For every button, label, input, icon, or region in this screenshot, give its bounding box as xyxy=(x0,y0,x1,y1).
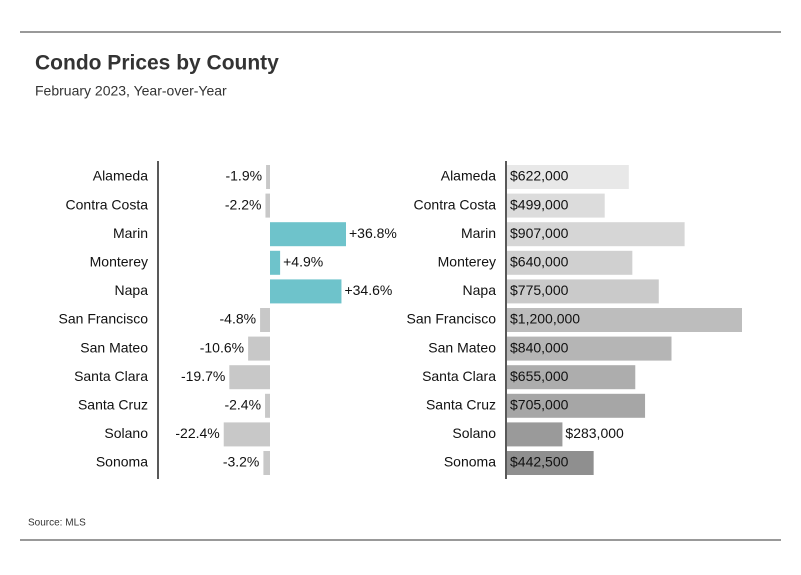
bar xyxy=(270,250,281,275)
category-label: San Francisco xyxy=(407,311,497,327)
category-label: Alameda xyxy=(93,168,148,184)
category-label: Marin xyxy=(461,225,496,241)
bar xyxy=(270,222,346,247)
value-label: $442,500 xyxy=(510,454,569,470)
category-label: San Mateo xyxy=(428,339,496,355)
category-label: Sonoma xyxy=(444,454,496,470)
value-label: $907,000 xyxy=(510,225,569,241)
bar xyxy=(265,193,270,218)
value-label: $1,200,000 xyxy=(510,311,580,327)
category-label: Santa Clara xyxy=(74,368,148,384)
bar xyxy=(263,451,270,475)
source: Source: MLS xyxy=(28,518,86,529)
value-label: -2.4% xyxy=(224,397,261,413)
value-label: -10.6% xyxy=(200,339,244,355)
value-label: $640,000 xyxy=(510,254,569,270)
value-label: $283,000 xyxy=(565,425,624,441)
value-label: $499,000 xyxy=(510,196,569,212)
category-label: Alameda xyxy=(441,168,496,184)
value-label: -4.8% xyxy=(220,311,257,327)
bar xyxy=(507,451,594,475)
bar xyxy=(507,193,605,218)
category-label: Santa Clara xyxy=(422,368,496,384)
bar xyxy=(223,422,270,447)
category-label: Contra Costa xyxy=(66,196,149,212)
bar xyxy=(507,250,633,275)
bar xyxy=(507,279,659,304)
bar xyxy=(507,336,672,361)
bar xyxy=(507,393,646,418)
value-label: -22.4% xyxy=(175,425,219,441)
bar xyxy=(507,222,685,247)
bar xyxy=(260,308,270,332)
category-label: Solano xyxy=(452,425,496,441)
category-label: Contra Costa xyxy=(414,196,497,212)
category-label: San Mateo xyxy=(80,339,148,355)
bar xyxy=(507,365,636,390)
value-label: +34.6% xyxy=(344,282,392,298)
bar xyxy=(507,308,742,332)
title: Condo Prices by County xyxy=(35,52,279,75)
subtitle: February 2023, Year-over-Year xyxy=(35,83,227,99)
category-label: Santa Cruz xyxy=(78,397,148,413)
value-label: $705,000 xyxy=(510,397,569,413)
bar xyxy=(266,165,270,189)
bar xyxy=(507,422,563,447)
bar xyxy=(507,165,629,189)
category-label: Napa xyxy=(463,282,497,298)
value-label: $622,000 xyxy=(510,168,569,184)
value-label: $840,000 xyxy=(510,339,569,355)
category-label: Monterey xyxy=(90,254,148,270)
value-label: -3.2% xyxy=(223,454,260,470)
value-label: +36.8% xyxy=(349,225,397,241)
category-label: Napa xyxy=(115,282,149,298)
category-label: Solano xyxy=(104,425,148,441)
value-label: $775,000 xyxy=(510,282,569,298)
value-label: $655,000 xyxy=(510,368,569,384)
bar xyxy=(265,393,270,418)
category-label: Marin xyxy=(113,225,148,241)
category-label: San Francisco xyxy=(59,311,149,327)
bar xyxy=(270,279,342,304)
bar xyxy=(229,365,270,390)
category-label: Santa Cruz xyxy=(426,397,496,413)
value-label: -19.7% xyxy=(181,368,225,384)
category-label: Monterey xyxy=(438,254,496,270)
category-label: Sonoma xyxy=(96,454,148,470)
value-label: +4.9% xyxy=(283,254,323,270)
value-label: -1.9% xyxy=(225,168,262,184)
value-label: -2.2% xyxy=(225,196,262,212)
bar xyxy=(248,336,270,361)
